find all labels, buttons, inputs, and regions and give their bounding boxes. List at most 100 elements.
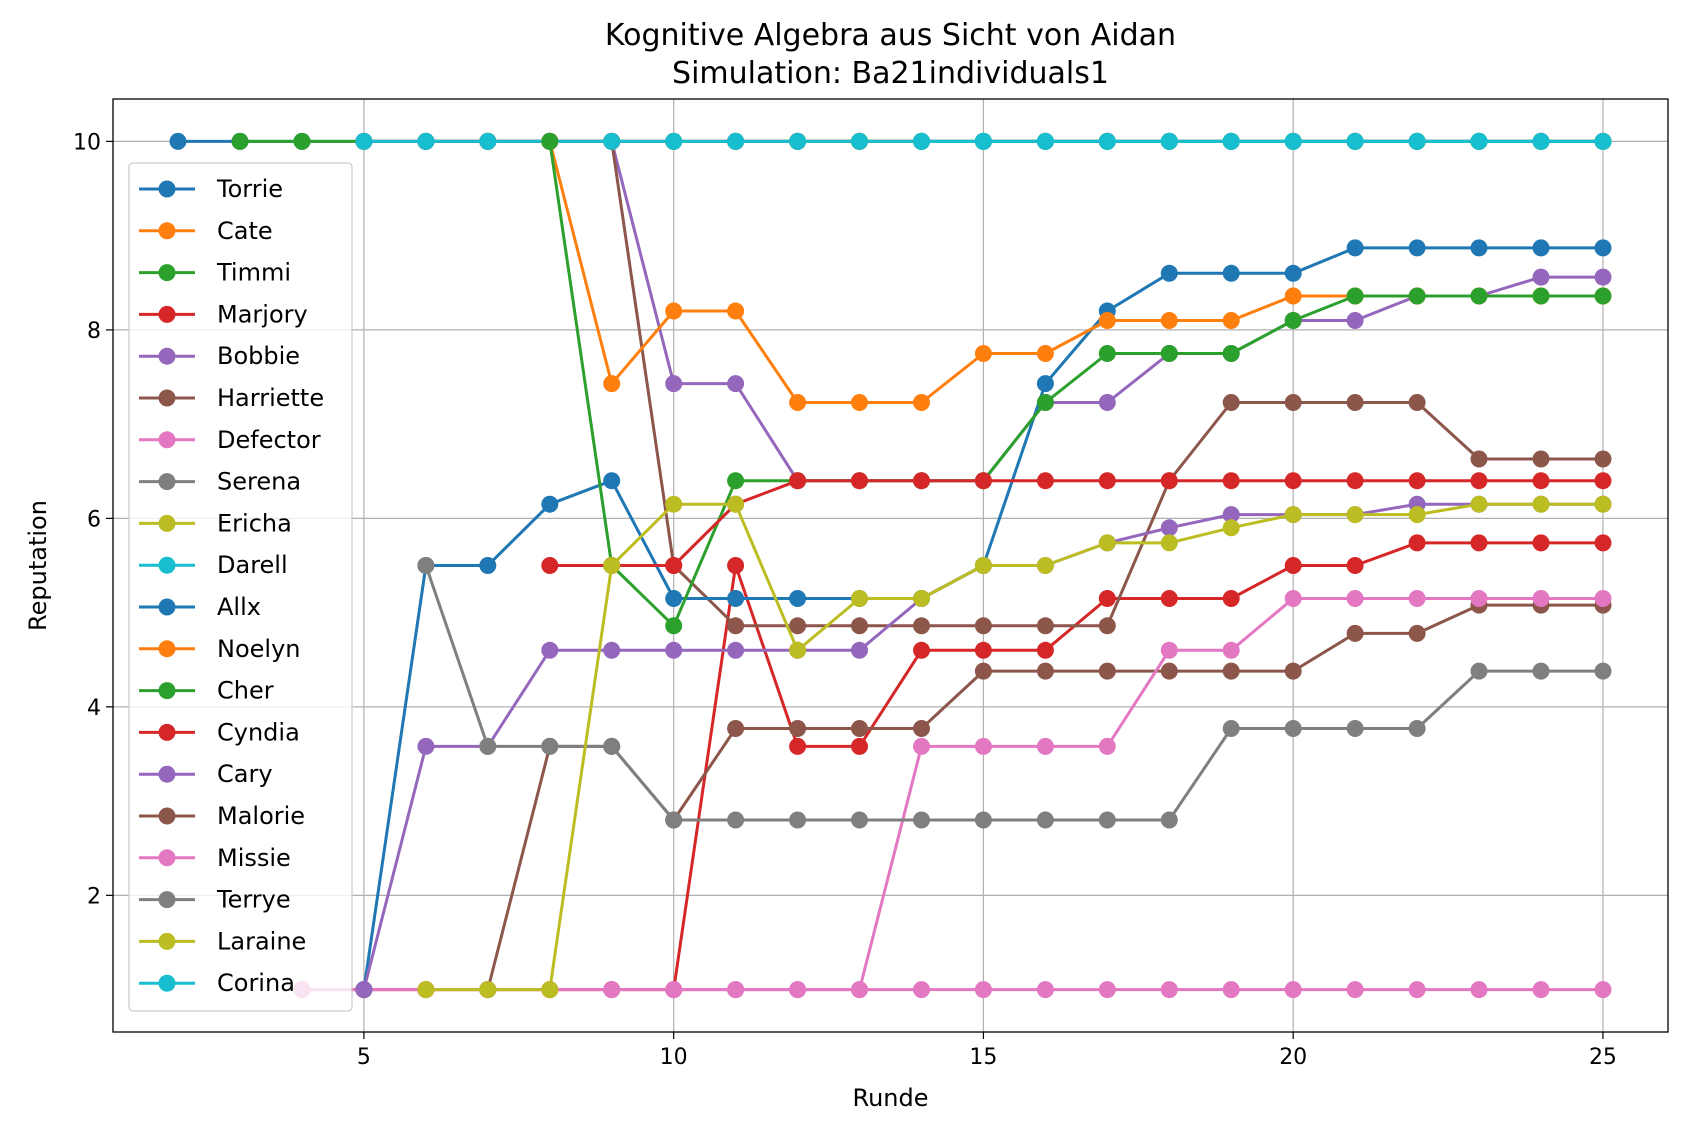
data-point [603,981,621,999]
data-point [913,981,930,999]
data-point [665,617,683,635]
legend-label: Cher [217,677,274,705]
data-point [541,641,559,659]
series-corina [913,132,1612,150]
data-point [665,981,683,999]
legend-label: Timmi [216,259,291,287]
data-point [1532,132,1550,150]
data-point [1408,720,1426,737]
data-point [1284,662,1302,680]
data-point [1346,720,1364,737]
data-point [603,737,621,755]
data-point [1284,557,1302,574]
legend-label: Marjory [217,300,308,328]
legend-label: Noelyn [217,635,300,663]
data-point [1284,472,1302,490]
data-point [541,557,559,574]
data-point [417,557,435,574]
y-tick-label: 2 [87,884,101,909]
data-point [1346,472,1364,490]
data-point [1532,981,1550,999]
data-point [727,495,745,513]
data-point [1160,345,1178,362]
data-point [851,981,868,999]
legend-label: Darell [217,551,288,579]
data-point [1532,472,1550,490]
series-missie [665,590,1612,999]
data-point [1036,737,1054,755]
y-tick-label: 4 [87,696,101,721]
data-point [974,981,992,999]
data-point [1346,394,1364,411]
data-point [1284,264,1302,282]
data-point [727,302,745,320]
data-point [1594,472,1612,490]
data-point [1160,312,1178,329]
legend-label: Missie [217,844,291,872]
legend-label: Malorie [217,802,305,830]
data-point [417,132,435,150]
legend-label: Corina [217,969,295,997]
series-laraine [417,495,1612,999]
data-point [1036,375,1054,393]
legend-item: Malorie [139,802,305,830]
data-point [913,394,930,411]
data-point [1346,506,1364,524]
data-point [665,302,683,320]
legend-item: Darell [139,551,288,579]
data-point [1532,239,1550,257]
legend-item: Torrie [139,175,283,203]
data-point [974,557,992,574]
legend-marker [158,598,176,616]
data-point [974,641,992,659]
data-point [1036,641,1054,659]
data-point [1532,287,1550,305]
axis-ticks: 5 10 15 20 25 2 4 6 8 10 [73,130,1617,1070]
data-point [1160,132,1178,150]
data-point [1160,472,1178,490]
data-point [1346,624,1364,642]
data-point [1470,132,1488,150]
data-point [1470,981,1488,999]
data-point [789,641,807,659]
legend-item: Timmi [139,259,291,287]
data-point [665,557,683,574]
data-point [417,737,435,755]
y-tick-label: 10 [73,130,101,155]
legend-item: Marjory [139,300,308,328]
data-point [1284,287,1302,305]
series-line [425,139,1603,628]
data-point [665,375,683,393]
data-point [789,811,807,829]
y-axis-label: Reputation [24,500,52,631]
data-point [1036,394,1054,411]
data-point [851,641,868,659]
legend-marker [158,514,176,532]
chart-title-group: Kognitive Algebra aus Sicht von Aidan Si… [605,18,1176,91]
data-point [1284,394,1302,411]
data-point [974,472,992,490]
data-point [1346,287,1364,305]
data-point [1036,617,1054,635]
data-point [727,557,745,574]
x-tick-label: 20 [1279,1045,1307,1070]
legend-marker [158,723,176,741]
data-point [355,132,373,150]
data-point [1470,662,1488,680]
legend-label: Harriette [217,384,324,412]
data-point [727,720,745,737]
data-point [1532,534,1550,552]
data-point [1346,239,1364,257]
data-point [1284,720,1302,737]
x-tick-label: 10 [660,1045,688,1070]
data-point [727,641,745,659]
data-point [1284,590,1302,607]
data-point [727,590,745,607]
data-point [913,617,930,635]
legend-marker [158,305,176,323]
data-point [1408,472,1426,490]
data-point [1346,590,1364,607]
data-point [789,737,807,755]
data-point [1036,981,1054,999]
data-point [1098,345,1116,362]
